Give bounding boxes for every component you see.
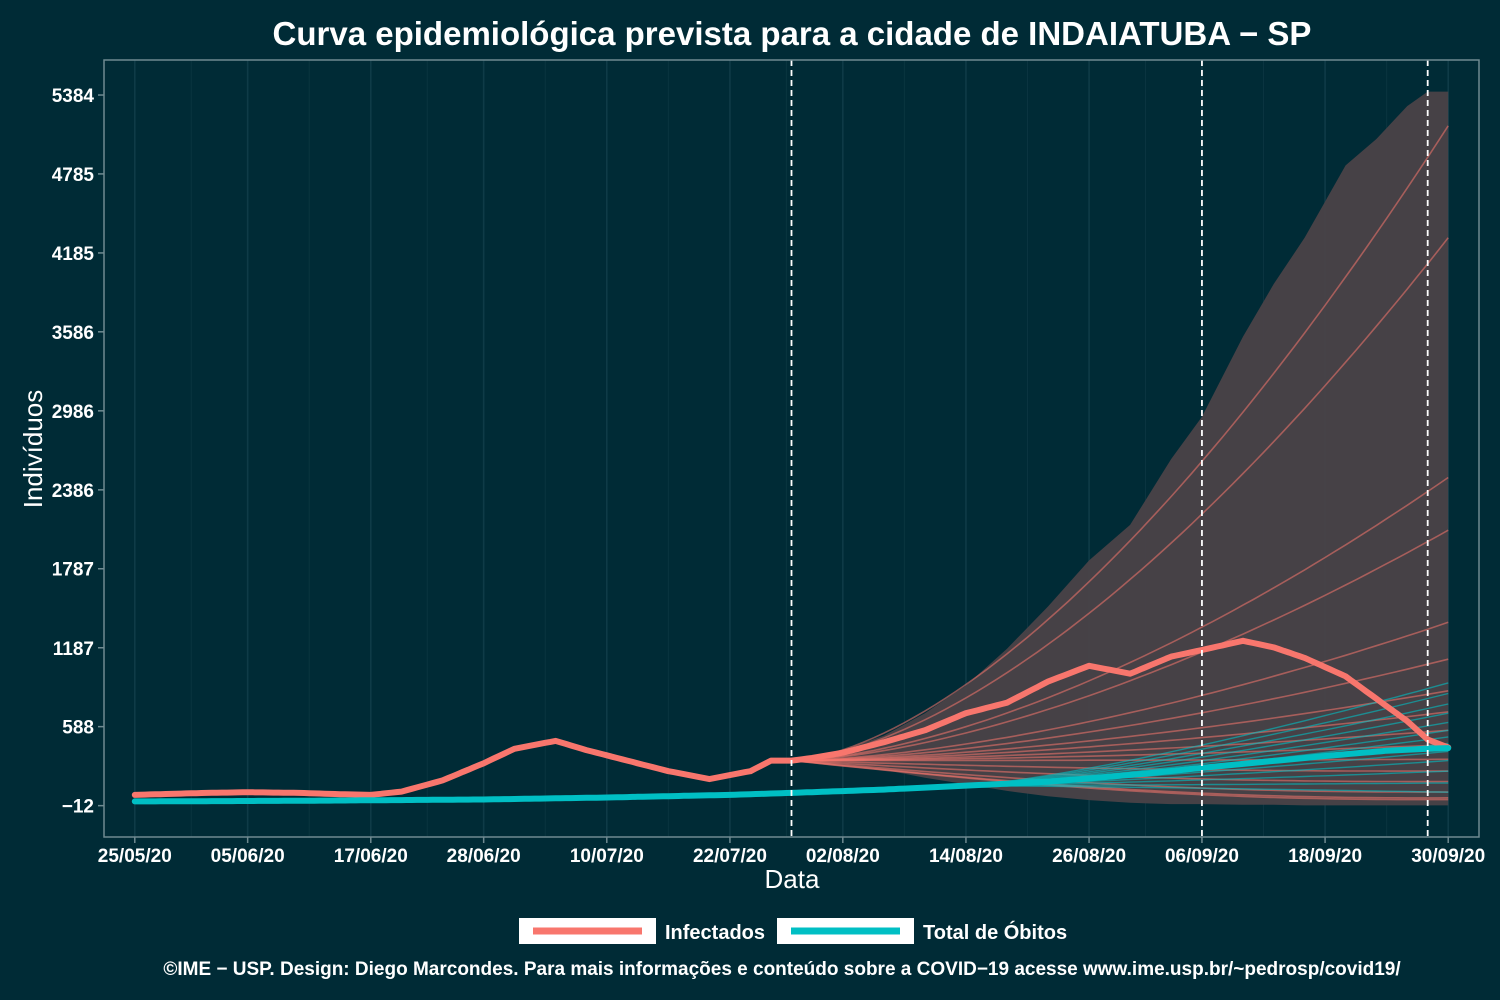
x-axis-title: Data	[765, 864, 820, 894]
y-axis: −12 588 1187 1787 2386 2986 3586 4185 4785 5384	[52, 86, 104, 818]
infected-scenario-line	[791, 125, 1449, 762]
y-tick-label: 3586	[52, 323, 94, 344]
x-tick-label: 14/08/20	[929, 846, 1003, 867]
infected-scenario-line	[791, 690, 1449, 762]
y-tick-label: 1787	[52, 560, 94, 581]
legend: Infectados Total de Óbitos	[519, 918, 1067, 944]
panel-border	[103, 59, 1480, 838]
deaths-scenario-line	[965, 682, 1449, 787]
deaths-scenario-line	[965, 784, 1449, 793]
infected-scenario-line	[791, 621, 1449, 762]
y-tick-label: 2986	[52, 402, 94, 423]
y-tick-label: 588	[62, 718, 94, 739]
y-tick-label: −12	[62, 797, 94, 818]
y-tick-label: 4185	[52, 244, 95, 265]
y-tick-label: 2386	[52, 481, 94, 502]
y-axis-title: Indivíduos	[18, 390, 48, 509]
y-tick-label: 5384	[52, 86, 95, 107]
x-tick-label: 28/06/20	[447, 846, 521, 867]
x-tick-label: 06/09/20	[1165, 846, 1239, 867]
projection-band	[791, 91, 1449, 806]
x-tick-label: 02/08/20	[806, 846, 880, 867]
infected-scenario-line	[791, 759, 1449, 801]
infected-scenario-line	[791, 529, 1449, 762]
deaths-scenario-line	[965, 782, 1449, 787]
x-axis: 25/05/20 05/06/20 17/06/20 28/06/20 10/07/20…	[98, 837, 1485, 867]
x-tick-label: 25/05/20	[98, 846, 172, 867]
infected-scenario-line	[791, 729, 1449, 762]
infected-scenario-line	[791, 476, 1449, 762]
infected-scenario-line	[791, 658, 1449, 762]
x-tick-label: 26/08/20	[1052, 846, 1126, 867]
projection-band-area	[791, 91, 1449, 806]
x-tick-label: 18/09/20	[1288, 846, 1362, 867]
infected-scenario-line	[791, 711, 1449, 762]
infected-scenario-line	[791, 237, 1449, 762]
deaths-scenario-line	[965, 703, 1449, 787]
legend-label-obitos: Total de Óbitos	[923, 920, 1067, 944]
x-tick-label: 30/09/20	[1411, 846, 1485, 867]
chart-title: Curva epidemiológica prevista para a cid…	[273, 15, 1312, 52]
x-tick-label: 05/06/20	[211, 846, 285, 867]
deaths-scenario-line	[965, 712, 1449, 787]
legend-label-infectados: Infectados	[665, 922, 765, 944]
footer-caption: ©IME − USP. Design: Diego Marcondes. Par…	[163, 959, 1401, 980]
y-tick-label: 4785	[52, 165, 95, 186]
x-tick-label: 10/07/20	[570, 846, 644, 867]
x-tick-label: 22/07/20	[693, 846, 767, 867]
x-tick-label: 17/06/20	[334, 846, 408, 867]
y-tick-label: 1187	[53, 639, 94, 660]
infected-scenario-line	[791, 758, 1449, 762]
deaths-scenario-line	[965, 692, 1449, 787]
